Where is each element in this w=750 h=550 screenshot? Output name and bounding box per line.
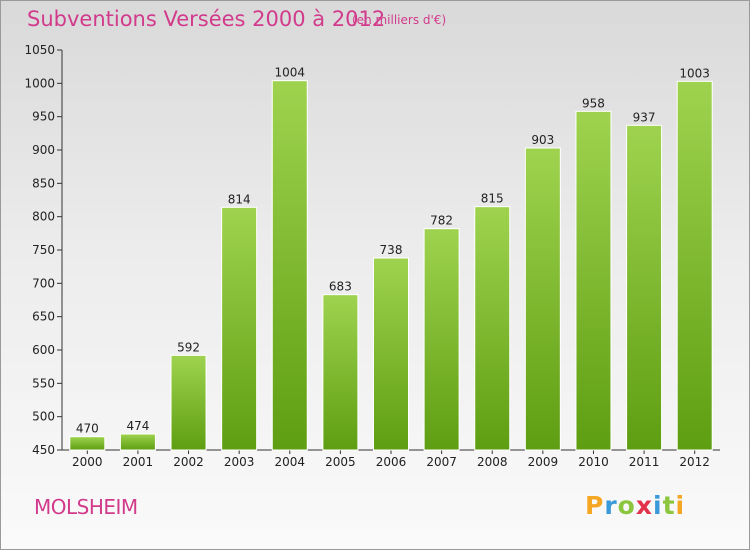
bar-2002 xyxy=(170,354,207,451)
bar-value-label: 815 xyxy=(481,192,504,206)
axes: 450 500 550 600 650 700 750 800 850 900 950 1000 105… xyxy=(24,43,720,469)
bar-value-label: 474 xyxy=(126,419,149,433)
logo-letter: P xyxy=(585,491,605,520)
bar-value-label: 1004 xyxy=(274,66,305,80)
y-tick: 1050 xyxy=(24,43,62,57)
bar-value-label: 592 xyxy=(177,340,200,354)
y-tick-label: 750 xyxy=(32,243,55,257)
x-tick-label: 2001 xyxy=(123,455,154,469)
y-tick: 800 xyxy=(32,210,62,224)
y-tick: 550 xyxy=(32,376,62,390)
y-tick-label: 600 xyxy=(32,343,55,357)
x-tick-label: 2009 xyxy=(528,455,559,469)
y-tick: 850 xyxy=(32,176,62,190)
x-tick-label: 2006 xyxy=(376,455,407,469)
bar-2004 xyxy=(271,80,308,451)
y-tick: 900 xyxy=(32,143,62,157)
x-tick-label: 2000 xyxy=(72,455,103,469)
x-tick-label: 2008 xyxy=(477,455,508,469)
bar-value-label: 937 xyxy=(633,110,656,124)
bars: 470 474 592 814 1004 683 738 782 815 903 958 937 100… xyxy=(69,66,713,451)
y-tick-label: 500 xyxy=(32,410,55,424)
bar-2005 xyxy=(322,294,359,451)
chart-subtitle: (en milliers d'€) xyxy=(352,13,447,27)
x-tick-label: 2002 xyxy=(173,455,204,469)
bar-value-label: 958 xyxy=(582,96,605,110)
bar-value-label: 782 xyxy=(430,214,453,228)
y-tick-label: 900 xyxy=(32,143,55,157)
y-tick: 750 xyxy=(32,243,62,257)
y-tick-label: 700 xyxy=(32,276,55,290)
bar-2006 xyxy=(373,257,409,451)
y-tick-label: 550 xyxy=(32,376,55,390)
bar-2009 xyxy=(524,147,561,451)
bar-2007 xyxy=(423,228,460,451)
y-tick-label: 650 xyxy=(32,310,55,324)
x-tick-label: 2005 xyxy=(325,455,356,469)
logo-letter: o xyxy=(617,491,636,520)
x-tick-label: 2012 xyxy=(679,455,710,469)
bar-2011 xyxy=(626,124,663,451)
y-tick: 950 xyxy=(32,110,62,124)
y-tick: 700 xyxy=(32,276,62,290)
y-tick-label: 450 xyxy=(32,443,55,457)
x-tick-label: 2003 xyxy=(224,455,255,469)
logo-letter: i xyxy=(675,491,686,520)
x-tick-label: 2007 xyxy=(426,455,457,469)
bar-2008 xyxy=(474,206,511,451)
bar-value-label: 470 xyxy=(76,422,99,436)
bar-value-label: 683 xyxy=(329,280,352,294)
logo-letter: t xyxy=(662,491,676,520)
chart-title: Subventions Versées 2000 à 2012 xyxy=(27,7,386,31)
y-tick: 1000 xyxy=(24,76,62,90)
bar-2001 xyxy=(119,433,156,451)
logo-letter: i xyxy=(653,491,663,520)
bar-2003 xyxy=(221,206,258,451)
city-name: MOLSHEIM xyxy=(34,495,138,519)
logo-letter: r xyxy=(604,491,618,520)
bar-2012 xyxy=(676,80,713,451)
y-tick: 450 xyxy=(32,443,62,457)
bar-value-label: 814 xyxy=(228,192,251,206)
logo-letter: x xyxy=(635,491,653,520)
x-tick-label: 2004 xyxy=(274,455,305,469)
bar-2000 xyxy=(69,436,106,451)
y-tick: 600 xyxy=(32,343,62,357)
y-tick-label: 800 xyxy=(32,210,55,224)
y-tick-label: 850 xyxy=(32,176,55,190)
bar-value-label: 738 xyxy=(380,243,403,257)
y-tick: 500 xyxy=(32,410,62,424)
y-tick-label: 1050 xyxy=(24,43,55,57)
bar-value-label: 903 xyxy=(531,133,554,147)
bar-value-label: 1003 xyxy=(679,66,710,80)
y-tick-label: 950 xyxy=(32,110,55,124)
bar-2010 xyxy=(575,110,612,451)
x-tick-label: 2010 xyxy=(578,455,609,469)
y-tick: 650 xyxy=(32,310,62,324)
y-tick-label: 1000 xyxy=(24,76,55,90)
x-tick-label: 2011 xyxy=(629,455,660,469)
proxiti-logo: Proxiti xyxy=(585,491,685,520)
